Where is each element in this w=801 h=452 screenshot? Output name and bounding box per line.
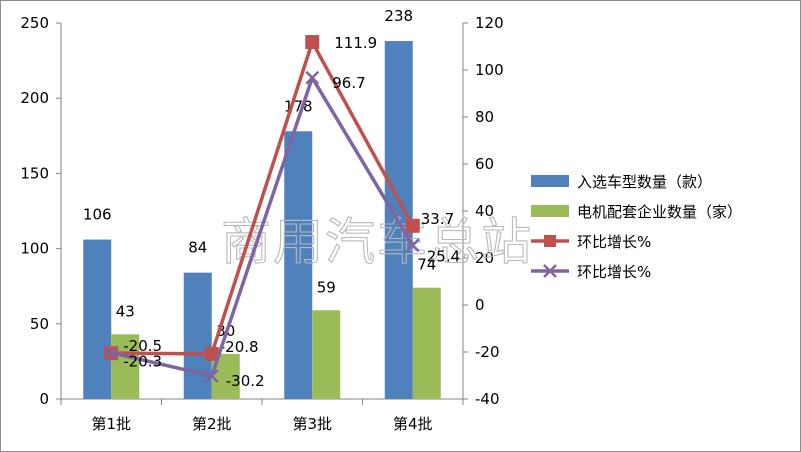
bar-motor-suppliers [412, 287, 441, 399]
left-tick-label: 200 [20, 89, 49, 107]
bar-data-label: 106 [83, 206, 112, 224]
square-marker [405, 218, 420, 233]
right-tick-label: 60 [475, 155, 494, 173]
line-data-label: 33.7 [421, 210, 454, 228]
x-category-label: 第3批 [292, 415, 332, 433]
x-category-label: 第4批 [393, 415, 433, 433]
x-marker [405, 238, 420, 253]
x-marker [104, 345, 119, 360]
line-data-label: 96.7 [332, 74, 365, 92]
x-marker [305, 70, 320, 85]
legend-swatch-bar [531, 205, 569, 217]
line-data-label: 111.9 [334, 34, 377, 52]
right-tick-label: -20 [475, 343, 500, 361]
x-category-label: 第2批 [192, 415, 232, 433]
bar-data-label: 43 [116, 302, 135, 320]
line-data-label: -20.3 [123, 353, 162, 371]
left-tick-label: 150 [20, 164, 49, 182]
line-data-label: -30.2 [226, 372, 265, 390]
right-tick-label: 40 [475, 202, 494, 220]
right-tick-label: -40 [475, 390, 500, 408]
x-marker [204, 369, 219, 383]
legend-x-marker [543, 264, 557, 278]
bar-motor-suppliers [312, 310, 341, 399]
line-data-label: 25.4 [427, 247, 460, 265]
legend-label: 环比增长% [577, 233, 651, 251]
bar-data-label: 59 [317, 278, 336, 296]
legend-square-marker [544, 235, 556, 247]
legend-swatch-bar [531, 175, 569, 187]
legend-label: 入选车型数量（款） [577, 173, 712, 191]
bar-vehicle-models [183, 272, 212, 399]
right-tick-label: 0 [475, 296, 485, 314]
bar-motor-suppliers [111, 334, 140, 399]
line-data-label: -20.8 [220, 338, 259, 356]
right-tick-label: 120 [475, 14, 504, 32]
bar-vehicle-models [83, 239, 112, 399]
bar-data-label: 238 [384, 7, 413, 25]
right-tick-label: 100 [475, 61, 504, 79]
right-tick-label: 80 [475, 108, 494, 126]
left-tick-label: 250 [20, 14, 49, 32]
square-marker [204, 346, 219, 361]
bar-data-label: 74 [417, 256, 436, 274]
legend-label: 环比增长% [577, 263, 651, 281]
line-data-label: -20.5 [123, 337, 162, 355]
legend-label: 电机配套企业数量（家） [577, 203, 742, 221]
bar-vehicle-models [284, 131, 313, 399]
growth-line-red [111, 40, 415, 356]
watermark-text: 商用汽车总站 [221, 213, 533, 271]
left-tick-label: 50 [30, 315, 49, 333]
right-tick-label: 20 [475, 249, 494, 267]
left-tick-label: 100 [20, 240, 49, 258]
growth-line-purple [110, 76, 415, 378]
x-category-label: 第1批 [91, 415, 131, 433]
square-marker [305, 35, 320, 50]
left-tick-label: 0 [39, 390, 49, 408]
bar-data-label: 84 [188, 239, 207, 257]
